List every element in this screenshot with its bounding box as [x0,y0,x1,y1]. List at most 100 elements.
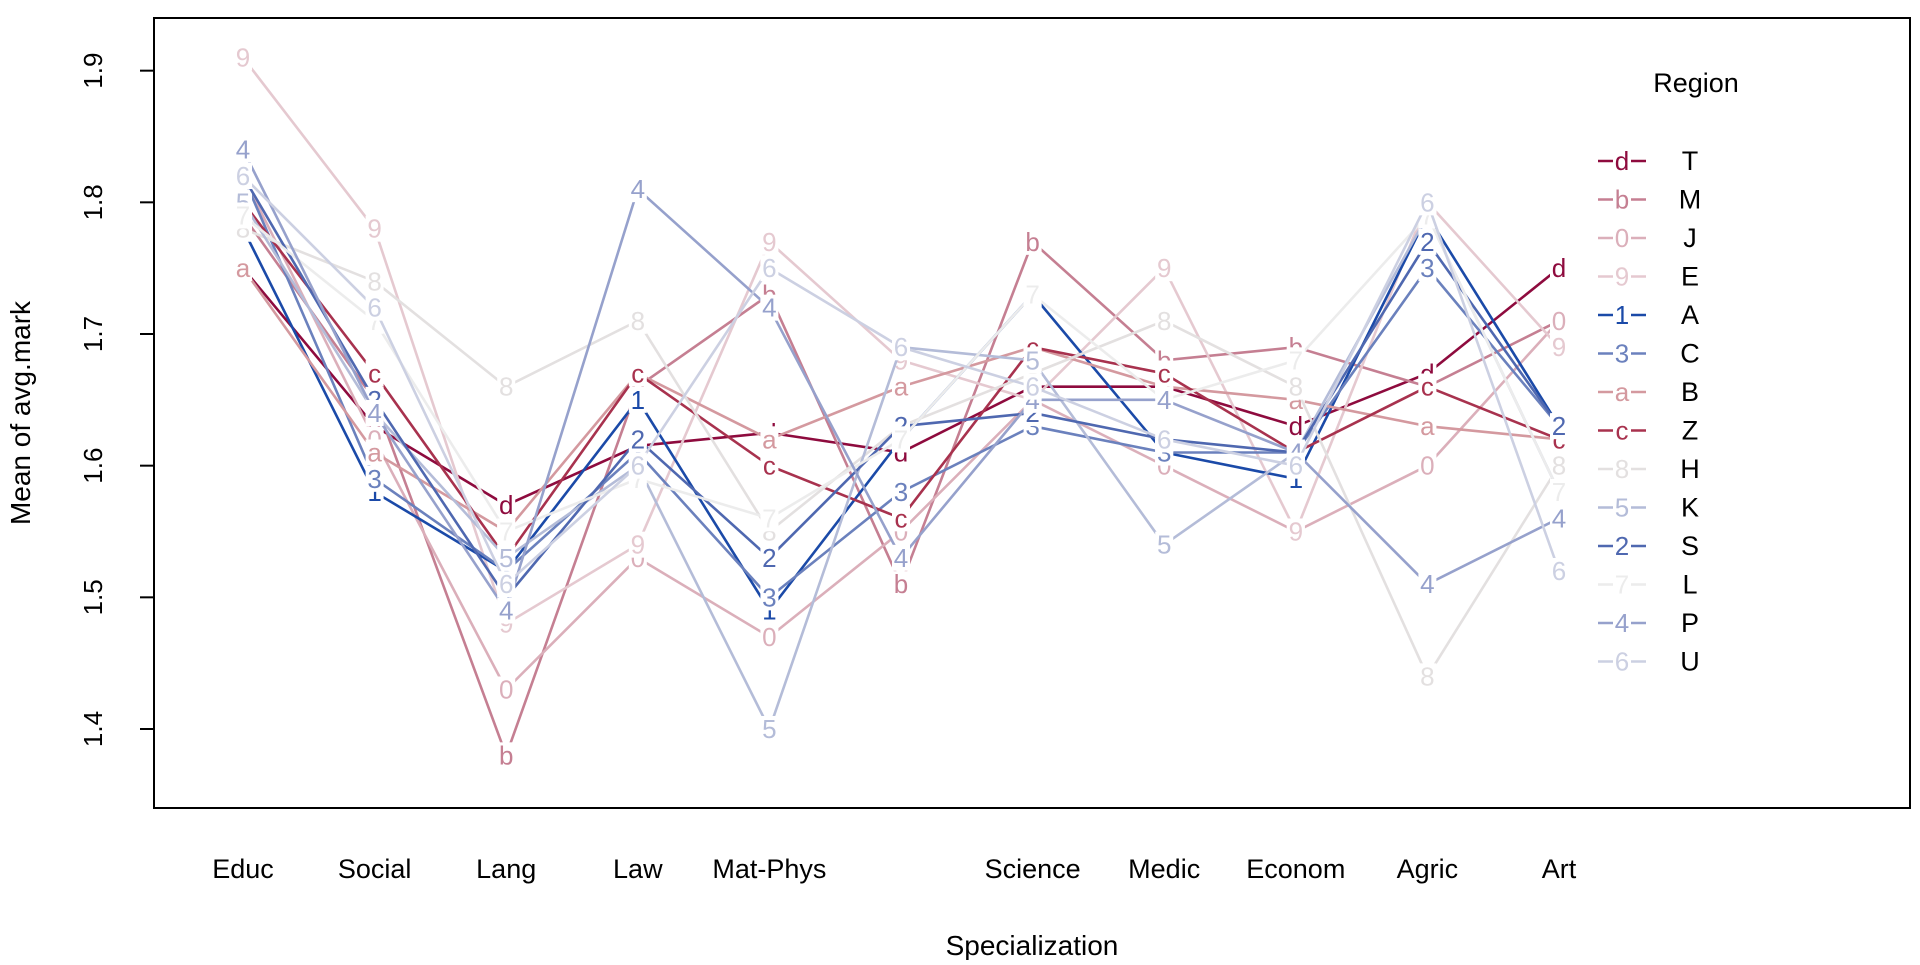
legend-label: P [1681,608,1699,638]
legend-label: U [1680,647,1700,677]
legend-mask [1613,533,1631,559]
point-mask [1155,531,1174,558]
legend-title: Region [1653,68,1739,98]
point-mask [497,597,516,624]
point-mask [1418,228,1437,255]
legend-mask [1613,417,1631,444]
point-mask [1550,413,1568,440]
legend-symbol: a [1615,377,1630,407]
legend-symbol: 9 [1615,262,1629,292]
point-symbol: a [236,253,251,283]
x-tick-label: Mat-Phys [712,854,826,884]
legend-label: M [1679,185,1702,215]
point-symbol: 5 [1157,530,1171,560]
point-mask [497,544,516,571]
point-mask [497,571,516,598]
legend-mask [1613,379,1631,405]
point-mask [1023,373,1042,400]
point-mask [892,571,910,598]
legend: Region d Tb M0 J9 E1 A3 Ca Bc Z8 H5 K2 S7 L4 P6 U [1598,68,1739,677]
legend-mask [1613,494,1631,521]
point-symbol: 8 [631,306,645,336]
point-symbol: 6 [1025,372,1039,402]
point-mask [365,360,384,387]
legend-symbol: 0 [1615,223,1629,253]
y-tick-label: 1.5 [78,579,108,615]
point-symbol: 4 [1552,503,1566,533]
point-symbol: 6 [1289,451,1303,481]
x-tick-label: Agric [1397,854,1459,884]
point-symbol: c [368,359,381,389]
point-symbol: 8 [1420,661,1434,691]
point-symbol: b [499,740,513,770]
point-symbol: 9 [631,530,645,560]
point-symbol: 0 [762,622,776,652]
y-tick-label: 1.8 [78,184,108,220]
point-mask [628,386,647,413]
x-axis: Educ Social Lang Law Mat-Phys Science Medic Eco… [212,854,1577,884]
point-mask [1418,663,1437,690]
point-symbol: 4 [1420,569,1434,599]
point-symbol: b [894,569,908,599]
point-mask [497,742,516,769]
point-mask [365,400,384,426]
point-mask [365,294,384,321]
legend-symbol: d [1615,146,1629,176]
point-mask [892,544,910,571]
point-mask [497,373,516,400]
point-symbol: 6 [367,293,381,323]
point-symbol: 9 [1157,253,1171,283]
y-tick-label: 1.4 [78,711,108,747]
legend-label: C [1680,339,1700,369]
point-symbol: 5 [499,543,513,573]
point-mask [497,492,516,519]
legend-mask [1613,263,1631,290]
point-mask [1550,505,1568,532]
legend-mask [1613,148,1631,174]
legend-label: E [1681,262,1699,292]
series-L: 77777777777 [234,201,1568,547]
point-symbol: 4 [367,398,381,428]
point-symbol: c [895,503,908,533]
y-axis: 1.4 1.5 1.6 1.7 1.8 1.9 [78,53,155,747]
point-mask [234,163,252,189]
point-mask [234,44,252,71]
point-symbol: 2 [1420,227,1434,257]
point-symbol: a [894,372,909,402]
point-mask [365,439,384,466]
point-symbol: a [1420,411,1435,441]
point-symbol: 2 [1552,411,1566,441]
point-symbol: 9 [367,214,381,244]
point-mask [628,360,647,387]
point-symbol: 6 [1157,424,1171,454]
point-mask [628,307,647,334]
point-symbol: 5 [762,714,776,744]
point-mask [1418,189,1437,216]
point-symbol: 4 [762,293,776,323]
point-mask [1023,347,1042,374]
point-mask [1286,347,1305,374]
point-mask [892,505,910,532]
point-symbol: 6 [762,253,776,283]
point-symbol: 8 [1157,306,1171,336]
point-mask [1550,307,1568,334]
point-mask [365,268,384,295]
x-tick-label: Lang [476,854,536,884]
legend-label: J [1683,223,1697,253]
point-symbol: 4 [1157,385,1171,415]
point-mask [760,584,779,611]
point-symbol: 6 [499,569,513,599]
legend-label: A [1681,300,1699,330]
legend-mask [1613,648,1631,675]
point-symbol: 7 [762,503,776,533]
legend-label: T [1682,146,1699,176]
x-tick-label: Educ [212,854,274,884]
point-symbol: b [1025,227,1039,257]
point-symbol: 9 [1289,517,1303,547]
